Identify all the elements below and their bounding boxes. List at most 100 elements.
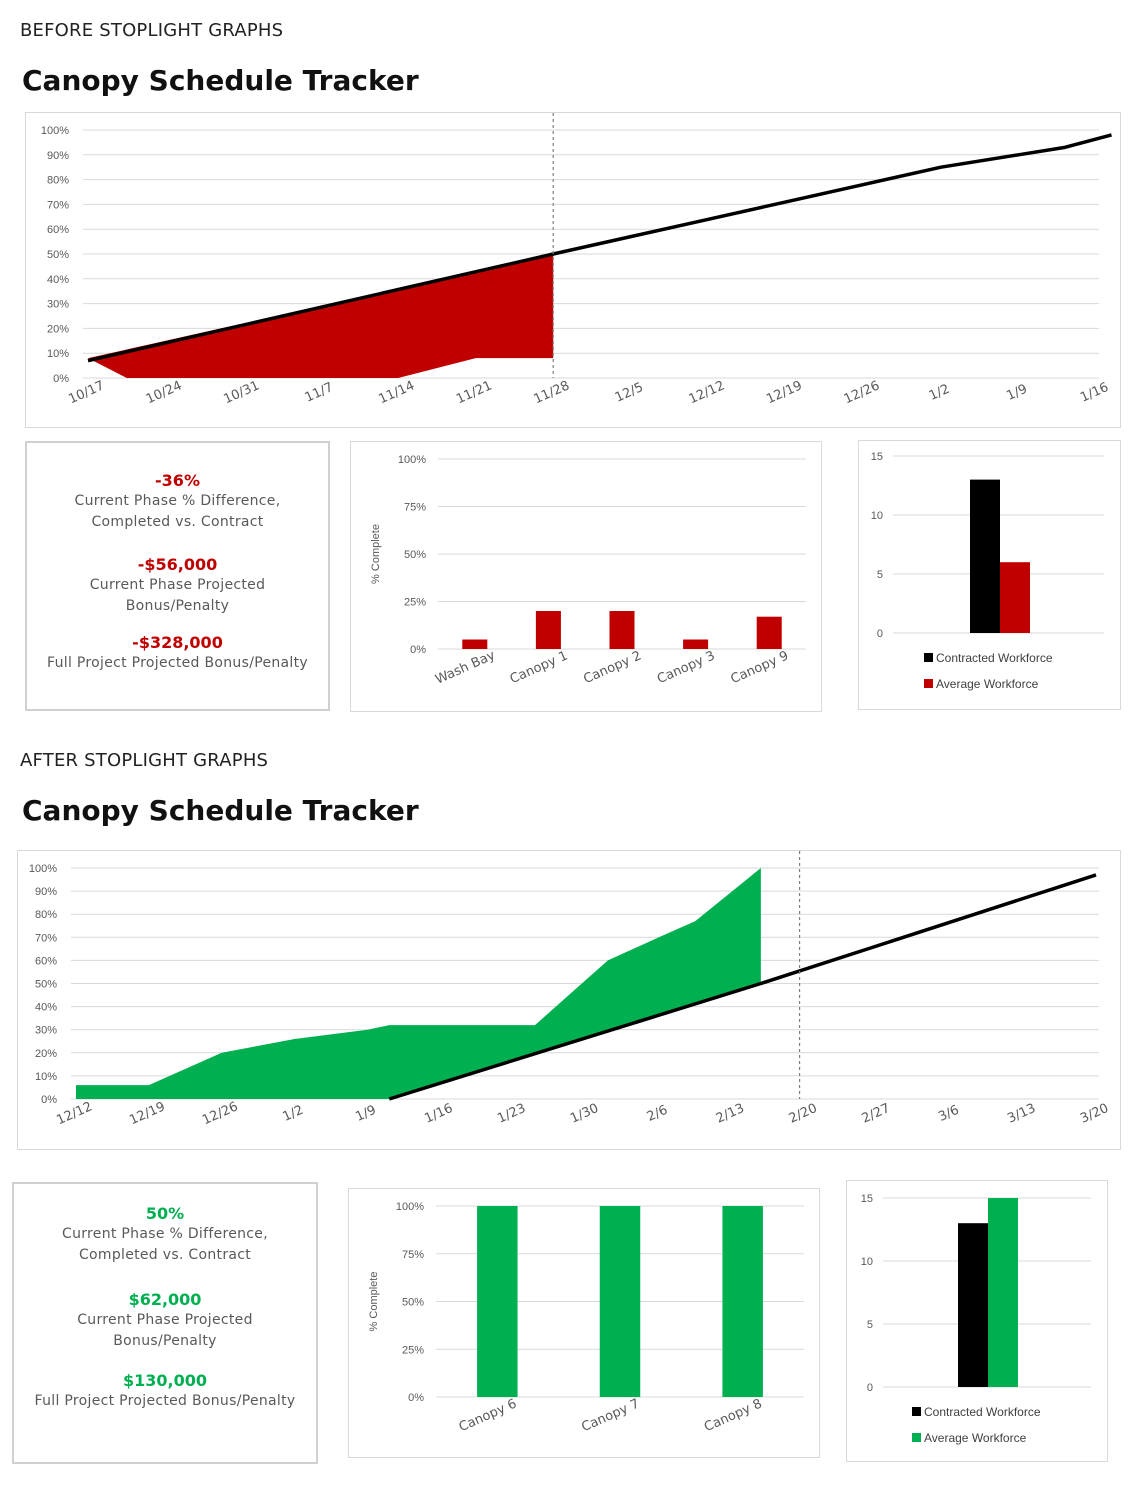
x-tick-label: 1/2 <box>281 1103 306 1125</box>
y-tick-label: 75% <box>404 502 426 514</box>
y-tick-label: 20% <box>35 1048 57 1060</box>
legend-swatch <box>912 1433 921 1442</box>
x-tick-label: 2/6 <box>645 1103 670 1125</box>
x-tick-label: 10/31 <box>221 378 261 407</box>
y-tick-label: 5 <box>867 1319 873 1331</box>
y-tick-label: 0% <box>41 1094 57 1106</box>
y-tick-label: 0% <box>410 644 426 656</box>
x-tick-label: 11/7 <box>303 380 336 406</box>
legend-label: Contracted Workforce <box>924 1405 1041 1419</box>
x-tick-label: 1/2 <box>927 382 952 404</box>
y-tick-label: 10% <box>35 1071 57 1083</box>
legend-label: Contracted Workforce <box>936 651 1053 665</box>
kpi-label: Full Project Projected Bonus/Penalty <box>47 655 308 671</box>
x-tick-label: 2/20 <box>787 1101 820 1127</box>
y-tick-label: 0% <box>408 1392 424 1404</box>
kpi-panel-after: 50% Current Phase % Difference, Complete… <box>12 1182 318 1464</box>
bar <box>683 639 709 649</box>
progress-area <box>76 868 761 1099</box>
x-tick-label: 12/26 <box>200 1099 240 1128</box>
legend-label: Average Workforce <box>924 1431 1027 1445</box>
phase-completion-chart-after: 0% 25% 50% 75% 100% % Complete Canopy 6 Canopy … <box>348 1188 820 1458</box>
y-tick-label: 40% <box>47 274 69 286</box>
y-tick-label: 100% <box>398 454 426 466</box>
y-tick-label: 30% <box>47 299 69 311</box>
y-tick-label: 100% <box>29 863 57 875</box>
x-tick-label: 1/9 <box>1004 382 1029 404</box>
category-label: Wash Bay <box>433 648 498 688</box>
y-tick-label: 70% <box>47 199 69 211</box>
category-label: Canopy 9 <box>729 648 791 687</box>
category-label: Canopy 3 <box>655 648 717 687</box>
y-tick-label: 0 <box>877 628 883 640</box>
y-tick-label: 0 <box>867 1382 873 1394</box>
legend-swatch <box>924 679 933 688</box>
x-tick-label: 3/6 <box>936 1103 961 1125</box>
bar <box>722 1206 763 1397</box>
x-tick-label: 2/13 <box>714 1101 747 1127</box>
x-tick-label: 1/9 <box>353 1103 378 1125</box>
kpi-project-bonus: $130,000 Full Project Projected Bonus/Pe… <box>14 1371 316 1411</box>
schedule-area-chart-after: 0% 10% 20% 30% 40% 50% 60% 70% 80% 90% 100% 12/12 12… <box>17 850 1121 1150</box>
kpi-label: Current Phase % Difference, <box>74 493 281 509</box>
kpi-label: Current Phase Projected <box>77 1312 253 1328</box>
x-tick-label: 1/23 <box>495 1101 528 1127</box>
phase-completion-chart-before: 0% 25% 50% 75% 100% % Complete Wash Bay Canopy … <box>350 441 822 712</box>
x-tick-label: 1/16 <box>422 1101 455 1127</box>
legend-swatch <box>924 653 933 662</box>
bar <box>599 1206 641 1397</box>
y-tick-label: 25% <box>402 1344 424 1356</box>
y-tick-label: 60% <box>35 955 57 967</box>
kpi-phase-bonus: -$56,000 Current Phase Projected Bonus/P… <box>27 555 328 616</box>
y-tick-label: 25% <box>404 597 426 609</box>
y-tick-label: 10 <box>861 1256 873 1268</box>
y-tick-label: 10 <box>871 510 883 522</box>
y-tick-label: 90% <box>35 886 57 898</box>
bar <box>535 611 561 649</box>
x-tick-label: 12/12 <box>54 1099 94 1128</box>
x-tick-label: 12/19 <box>764 378 804 407</box>
page-title-after: Canopy Schedule Tracker <box>22 794 419 827</box>
workforce-bar <box>958 1223 988 1387</box>
kpi-label: Bonus/Penalty <box>113 1333 217 1349</box>
progress-area <box>88 254 554 378</box>
bar <box>609 611 635 649</box>
y-tick-label: 75% <box>402 1249 424 1261</box>
kpi-label: Completed vs. Contract <box>91 514 264 530</box>
category-label: Canopy 7 <box>579 1396 641 1435</box>
y-tick-label: 80% <box>47 175 69 187</box>
legend-label: Average Workforce <box>936 677 1039 691</box>
y-tick-label: 100% <box>41 125 69 137</box>
y-tick-label: 5 <box>877 569 883 581</box>
category-label: Canopy 1 <box>508 648 570 687</box>
x-tick-label: 1/30 <box>568 1101 601 1127</box>
x-tick-label: 1/16 <box>1078 380 1111 406</box>
contract-line <box>87 133 1112 363</box>
y-tick-label: 10% <box>47 348 69 360</box>
x-tick-label: 11/21 <box>454 378 494 407</box>
category-label: Canopy 6 <box>457 1396 519 1435</box>
x-tick-label: 12/26 <box>842 378 882 407</box>
x-tick-label: 11/14 <box>377 378 417 407</box>
x-tick-label: 12/19 <box>127 1099 167 1128</box>
x-tick-label: 3/13 <box>1005 1101 1038 1127</box>
x-tick-label: 12/5 <box>613 380 646 406</box>
bar <box>756 616 782 649</box>
x-tick-label: 11/28 <box>532 378 572 407</box>
y-axis-label: % Complete <box>370 524 382 584</box>
x-tick-label: 10/24 <box>144 378 184 407</box>
schedule-area-chart-before: 0% 10% 20% 30% 40% 50% 60% 70% 80% 90% 100% 10/17 10… <box>25 112 1121 428</box>
contract-line <box>388 873 1097 1101</box>
y-tick-label: 15 <box>871 451 883 463</box>
y-tick-label: 50% <box>402 1297 424 1309</box>
y-tick-label: 50% <box>47 249 69 261</box>
y-tick-label: 30% <box>35 1025 57 1037</box>
kpi-value: $62,000 <box>128 1290 202 1309</box>
kpi-value: -$56,000 <box>137 555 218 574</box>
bar <box>462 639 488 649</box>
kpi-project-bonus: -$328,000 Full Project Projected Bonus/P… <box>27 633 328 673</box>
y-tick-label: 70% <box>35 932 57 944</box>
kpi-phase-bonus: $62,000 Current Phase Projected Bonus/Pe… <box>14 1290 316 1351</box>
kpi-label: Current Phase % Difference, <box>62 1226 268 1242</box>
bar <box>477 1206 518 1397</box>
